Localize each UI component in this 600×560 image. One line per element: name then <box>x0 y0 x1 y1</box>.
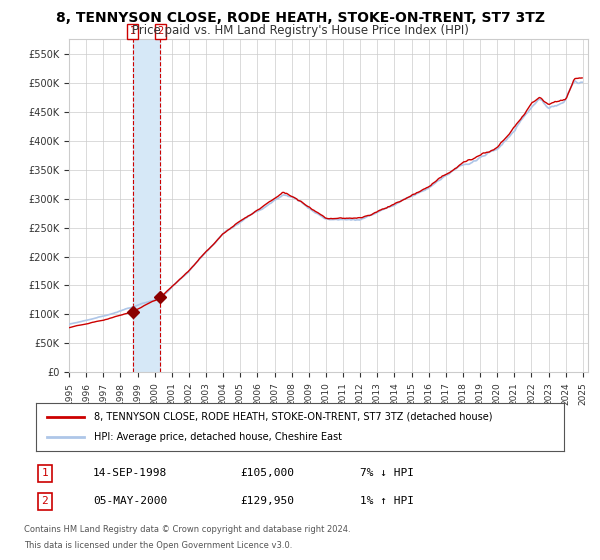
Text: Price paid vs. HM Land Registry's House Price Index (HPI): Price paid vs. HM Land Registry's House … <box>131 24 469 36</box>
Text: £105,000: £105,000 <box>240 468 294 478</box>
Text: 8, TENNYSON CLOSE, RODE HEATH, STOKE-ON-TRENT, ST7 3TZ: 8, TENNYSON CLOSE, RODE HEATH, STOKE-ON-… <box>56 11 545 25</box>
Text: 8, TENNYSON CLOSE, RODE HEATH, STOKE-ON-TRENT, ST7 3TZ (detached house): 8, TENNYSON CLOSE, RODE HEATH, STOKE-ON-… <box>94 412 493 422</box>
Text: 14-SEP-1998: 14-SEP-1998 <box>93 468 167 478</box>
Text: 1% ↑ HPI: 1% ↑ HPI <box>360 496 414 506</box>
Text: 2: 2 <box>41 496 49 506</box>
Text: 05-MAY-2000: 05-MAY-2000 <box>93 496 167 506</box>
Text: Contains HM Land Registry data © Crown copyright and database right 2024.: Contains HM Land Registry data © Crown c… <box>24 525 350 534</box>
Text: 1: 1 <box>130 26 136 36</box>
Text: £129,950: £129,950 <box>240 496 294 506</box>
Text: 7% ↓ HPI: 7% ↓ HPI <box>360 468 414 478</box>
Bar <box>133 39 160 372</box>
Text: 1: 1 <box>41 468 49 478</box>
Text: 2: 2 <box>157 26 164 36</box>
Text: HPI: Average price, detached house, Cheshire East: HPI: Average price, detached house, Ches… <box>94 432 342 442</box>
Text: This data is licensed under the Open Government Licence v3.0.: This data is licensed under the Open Gov… <box>24 542 292 550</box>
